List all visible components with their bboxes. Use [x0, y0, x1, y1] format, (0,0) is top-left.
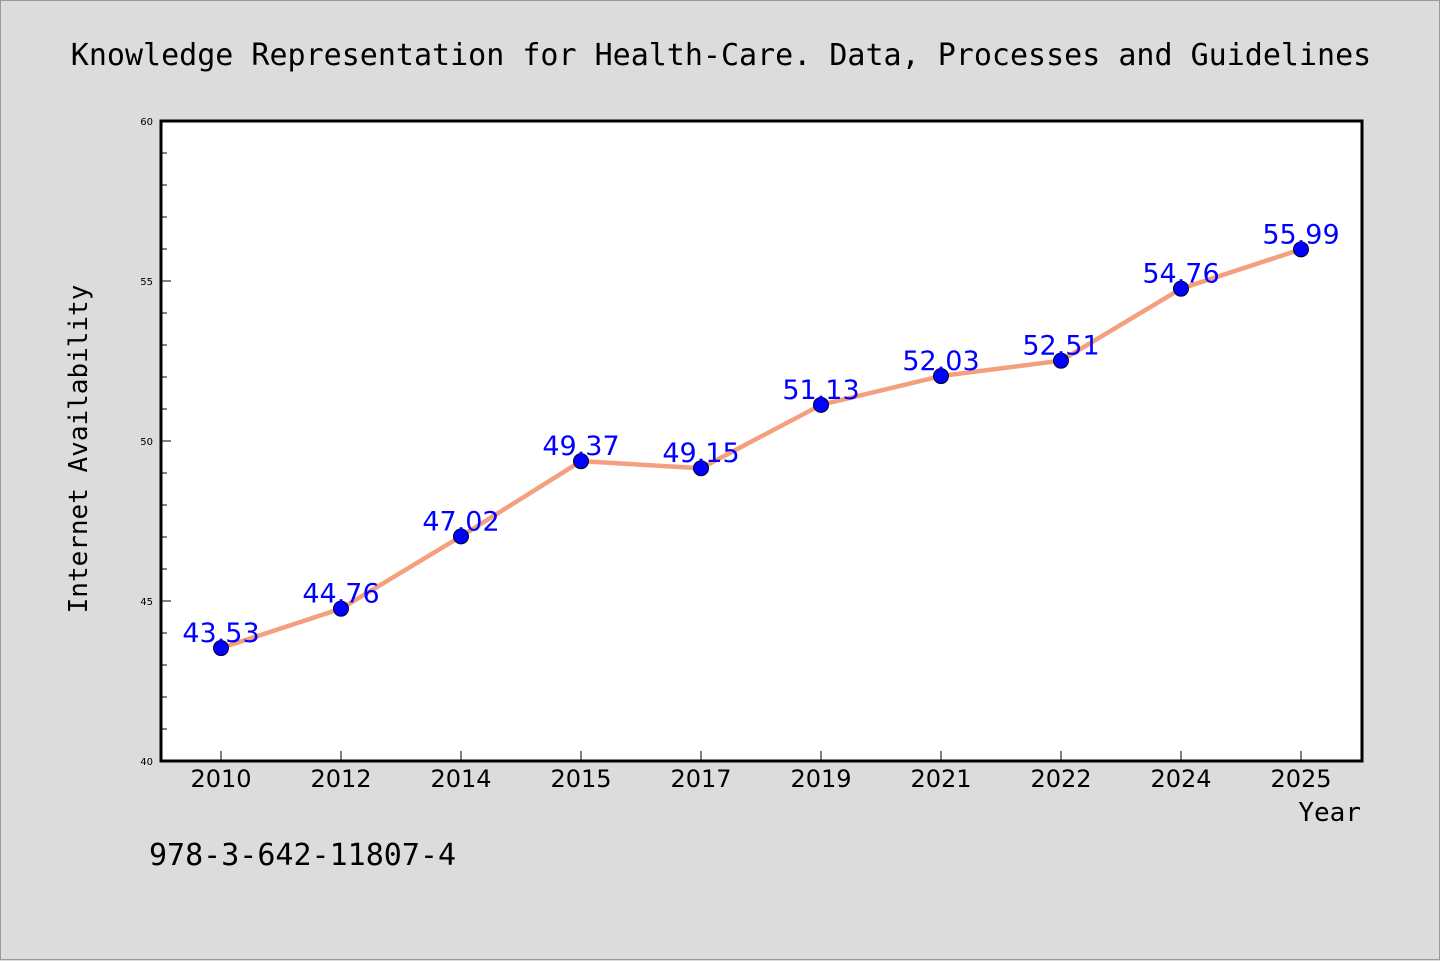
data-label: 54.76: [1142, 259, 1219, 290]
y-tick-label: 55: [140, 277, 153, 288]
y-tick-label: 50: [140, 437, 153, 448]
data-point: [933, 368, 949, 385]
series-line: [218, 247, 1304, 651]
x-tick-label: 2021: [910, 765, 971, 793]
data-point: [573, 453, 589, 470]
x-tick-label: 2022: [1030, 765, 1091, 793]
data-point: [813, 396, 829, 413]
x-tick-label: 2012: [310, 765, 371, 793]
data-point: [693, 460, 709, 477]
data-label: 44.76: [302, 579, 379, 610]
data-label: 47.02: [422, 506, 499, 537]
data-point: [213, 640, 229, 657]
data-point: [1053, 352, 1069, 369]
y-tick-label: 60: [140, 117, 153, 128]
data-label: 51.13: [782, 375, 859, 406]
x-tick-label: 2025: [1270, 765, 1331, 793]
data-point: [1293, 241, 1309, 258]
x-axis: 2010 2012 2014 2015 2017 2019 2021 2022 2024 2025: [190, 751, 1332, 793]
x-tick-label: 2010: [190, 765, 251, 793]
data-label: 43.53: [182, 618, 259, 649]
y-axis: 40 45 50 55 60: [140, 117, 171, 768]
x-tick-label: 2017: [670, 765, 731, 793]
series: 43.53 44.76 47.02 49.37 49.15 51.13 52.03 52.51…: [182, 219, 1340, 657]
data-point: [453, 528, 469, 545]
chart-title: Knowledge Representation for Health-Care…: [71, 38, 1371, 73]
data-label: 49.37: [542, 431, 619, 462]
data-label: 49.15: [662, 438, 739, 469]
data-label: 52.03: [902, 346, 979, 377]
x-tick-label: 2014: [430, 765, 491, 793]
data-label: 55.99: [1262, 219, 1339, 250]
x-tick-label: 2024: [1150, 765, 1211, 793]
x-axis-label: Year: [1298, 798, 1361, 828]
data-point: [333, 600, 349, 617]
isbn-footer: 978-3-642-11807-4: [149, 838, 456, 873]
plot-area: [159, 119, 1364, 763]
data-point: [1173, 280, 1189, 297]
x-tick-label: 2015: [550, 765, 611, 793]
y-axis-label: Internet Availability: [64, 285, 94, 614]
x-tick-label: 2019: [790, 765, 851, 793]
y-tick-label: 45: [140, 597, 153, 608]
data-label: 52.51: [1022, 331, 1099, 362]
y-tick-label: 40: [140, 757, 153, 768]
